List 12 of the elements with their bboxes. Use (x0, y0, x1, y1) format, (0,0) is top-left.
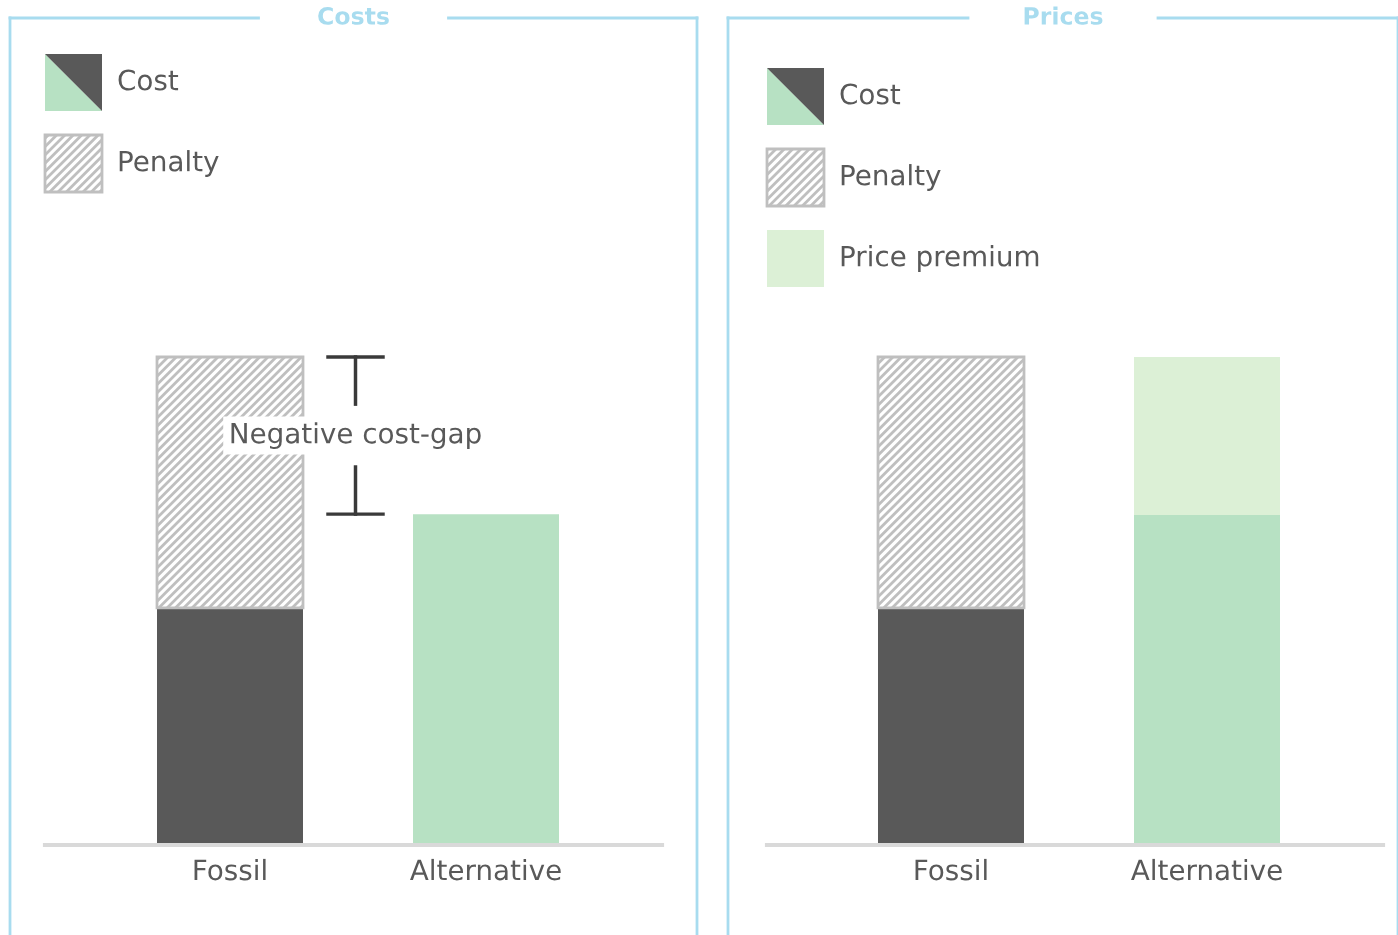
chart-title: Prices (1024, 6, 1103, 25)
x-tick-label: Alternative (410, 858, 561, 881)
chart-title: Costs (318, 6, 389, 25)
legend-label: Cost (840, 83, 901, 105)
annotation: Negative cost-gap (231, 422, 481, 450)
legend-label: Price premium (841, 245, 1039, 272)
x-tick-label: Fossil (915, 858, 987, 881)
legend-label: Penalty (119, 150, 219, 177)
legend-label: Cost (118, 69, 179, 91)
legend-label: Penalty (841, 164, 941, 191)
x-tick-label: Alternative (1131, 858, 1282, 881)
x-tick-label: Fossil (194, 858, 266, 881)
